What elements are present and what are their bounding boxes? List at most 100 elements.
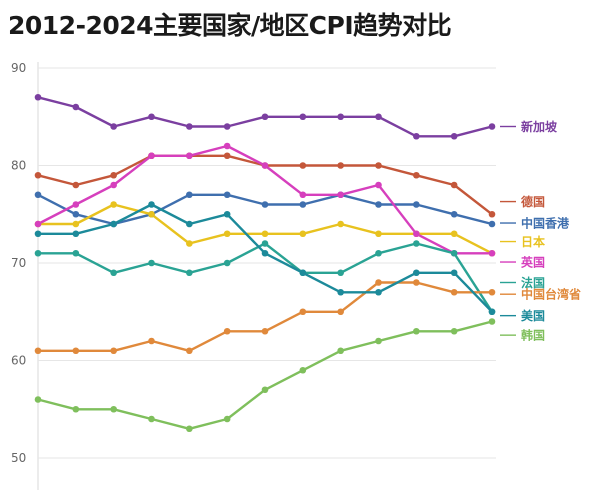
data-point (34, 249, 42, 257)
data-point (72, 103, 80, 111)
data-point (223, 327, 231, 335)
y-tick-label: 70 (11, 256, 26, 270)
data-point (450, 181, 458, 189)
data-point (110, 269, 117, 277)
data-point (72, 230, 80, 238)
data-point (450, 249, 458, 257)
data-point (186, 191, 193, 199)
series-line (36, 144, 494, 255)
data-point (375, 201, 382, 208)
data-point (261, 249, 269, 257)
data-point (337, 162, 344, 169)
data-point (34, 171, 42, 179)
data-point (186, 425, 193, 433)
data-point (450, 132, 458, 140)
data-point (72, 405, 80, 413)
y-tick-label: 90 (11, 61, 26, 75)
data-point (413, 279, 420, 286)
data-point (488, 308, 496, 316)
data-point (110, 347, 117, 355)
data-point (299, 191, 307, 199)
series-end-label: 日本 (521, 234, 545, 249)
series-end-label: 美国 (521, 308, 545, 323)
data-point (148, 415, 155, 423)
data-point (72, 210, 80, 218)
data-point (223, 230, 231, 238)
data-point (186, 347, 193, 355)
series-end-label: 韩国 (521, 328, 545, 343)
data-point (148, 201, 155, 208)
data-point (223, 123, 231, 130)
y-axis: 50 60 70 80 90 (11, 61, 26, 465)
data-point (34, 347, 42, 355)
data-point (72, 249, 80, 257)
data-point (186, 240, 193, 247)
data-point (72, 220, 80, 228)
data-point (148, 113, 155, 121)
series-line (36, 320, 494, 430)
series-end-label: 法国 (521, 275, 545, 290)
data-point (72, 181, 80, 189)
data-point (299, 366, 307, 374)
data-point (337, 288, 344, 296)
data-point (337, 191, 344, 199)
data-point (337, 308, 344, 316)
chart-title: 2012-2024主要国家/地区CPI趋势对比 (8, 11, 452, 40)
data-point (488, 210, 496, 218)
series-points (34, 93, 496, 433)
data-point (413, 132, 420, 140)
data-point (186, 269, 193, 277)
data-point (148, 259, 155, 267)
data-point (488, 249, 496, 257)
data-point (337, 220, 344, 228)
data-point (488, 318, 496, 325)
data-point (223, 191, 231, 199)
data-point (488, 220, 496, 228)
data-point (299, 162, 307, 169)
data-point (186, 152, 193, 160)
series-line (36, 203, 494, 313)
data-point (413, 171, 420, 179)
data-point (72, 201, 80, 208)
series-line (36, 281, 494, 352)
data-point (110, 220, 117, 228)
data-point (337, 347, 344, 355)
data-point (34, 191, 42, 199)
data-point (337, 113, 344, 121)
series-end-label: 德国 (521, 194, 545, 209)
data-point (375, 249, 382, 257)
series-end-label: 中国台湾省 (521, 287, 581, 302)
data-point (337, 269, 344, 277)
data-point (34, 230, 42, 238)
data-point (110, 171, 117, 179)
data-point (375, 113, 382, 121)
data-point (413, 240, 420, 247)
series-end-label: 中国香港 (521, 216, 570, 231)
data-point (34, 220, 42, 228)
data-point (223, 259, 231, 267)
data-point (488, 288, 496, 296)
data-point (261, 162, 269, 169)
data-point (375, 162, 382, 169)
data-point (375, 337, 382, 345)
data-point (299, 201, 307, 208)
data-point (450, 288, 458, 296)
data-point (299, 269, 307, 277)
data-point (261, 230, 269, 238)
grid-lines (37, 62, 496, 490)
data-point (110, 405, 117, 413)
data-point (375, 279, 382, 286)
data-point (261, 201, 269, 208)
data-point (413, 201, 420, 208)
data-point (110, 181, 117, 189)
data-point (299, 308, 307, 316)
data-point (299, 113, 307, 121)
data-point (413, 269, 420, 277)
series-end-label: 英国 (521, 255, 545, 270)
data-point (299, 230, 307, 238)
y-tick-label: 80 (11, 159, 26, 173)
data-point (148, 210, 155, 218)
data-point (34, 396, 42, 403)
